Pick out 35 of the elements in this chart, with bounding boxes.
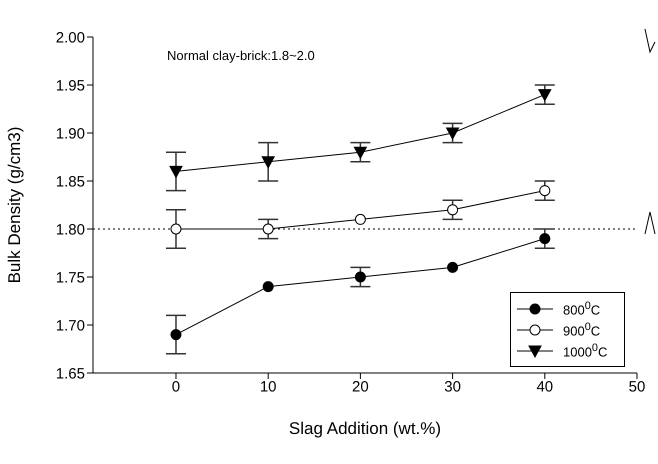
point: [262, 156, 275, 168]
annotation: Normal clay-brick:1.8~2.0: [167, 48, 315, 63]
point: [262, 281, 274, 292]
point: [170, 224, 182, 234]
point: [539, 233, 550, 244]
y-tick-label: 1.80: [56, 221, 85, 238]
y-tick-label: 1.75: [56, 269, 85, 286]
point: [446, 128, 460, 140]
x-axis-title: Slag Addition (wt.%): [288, 419, 442, 438]
y-tick-label: 1.85: [56, 173, 85, 190]
point: [354, 214, 366, 225]
y-tick-label: 1.70: [56, 317, 85, 334]
point: [447, 204, 458, 216]
y-tick-label: 2.00: [56, 29, 85, 46]
x-tick-label: 20: [352, 378, 369, 396]
y-tick-label: 1.65: [56, 365, 85, 382]
point: [354, 272, 366, 282]
point: [447, 262, 458, 273]
x-tick-label: 10: [260, 378, 277, 396]
point: [170, 329, 182, 340]
x-tick-label: 50: [628, 378, 646, 396]
x-tick-label: 30: [444, 378, 461, 396]
legend-label: 900$^{0}$C: [563, 320, 600, 338]
point: [354, 146, 367, 159]
x-tick-label: 0: [172, 378, 180, 396]
point: [539, 185, 550, 196]
point: [169, 166, 182, 178]
legend-label: 800$^{0}$C: [563, 300, 600, 318]
point: [538, 89, 552, 102]
legend-label: 1000$^{0}$C: [563, 342, 608, 360]
y-tick-label: 1.90: [56, 125, 85, 142]
x-tick-label: 40: [536, 378, 554, 396]
point: [262, 224, 274, 234]
y-tick-label: 1.95: [56, 77, 85, 94]
y-axis-title: Bulk Density (g/cm3): [5, 126, 24, 284]
